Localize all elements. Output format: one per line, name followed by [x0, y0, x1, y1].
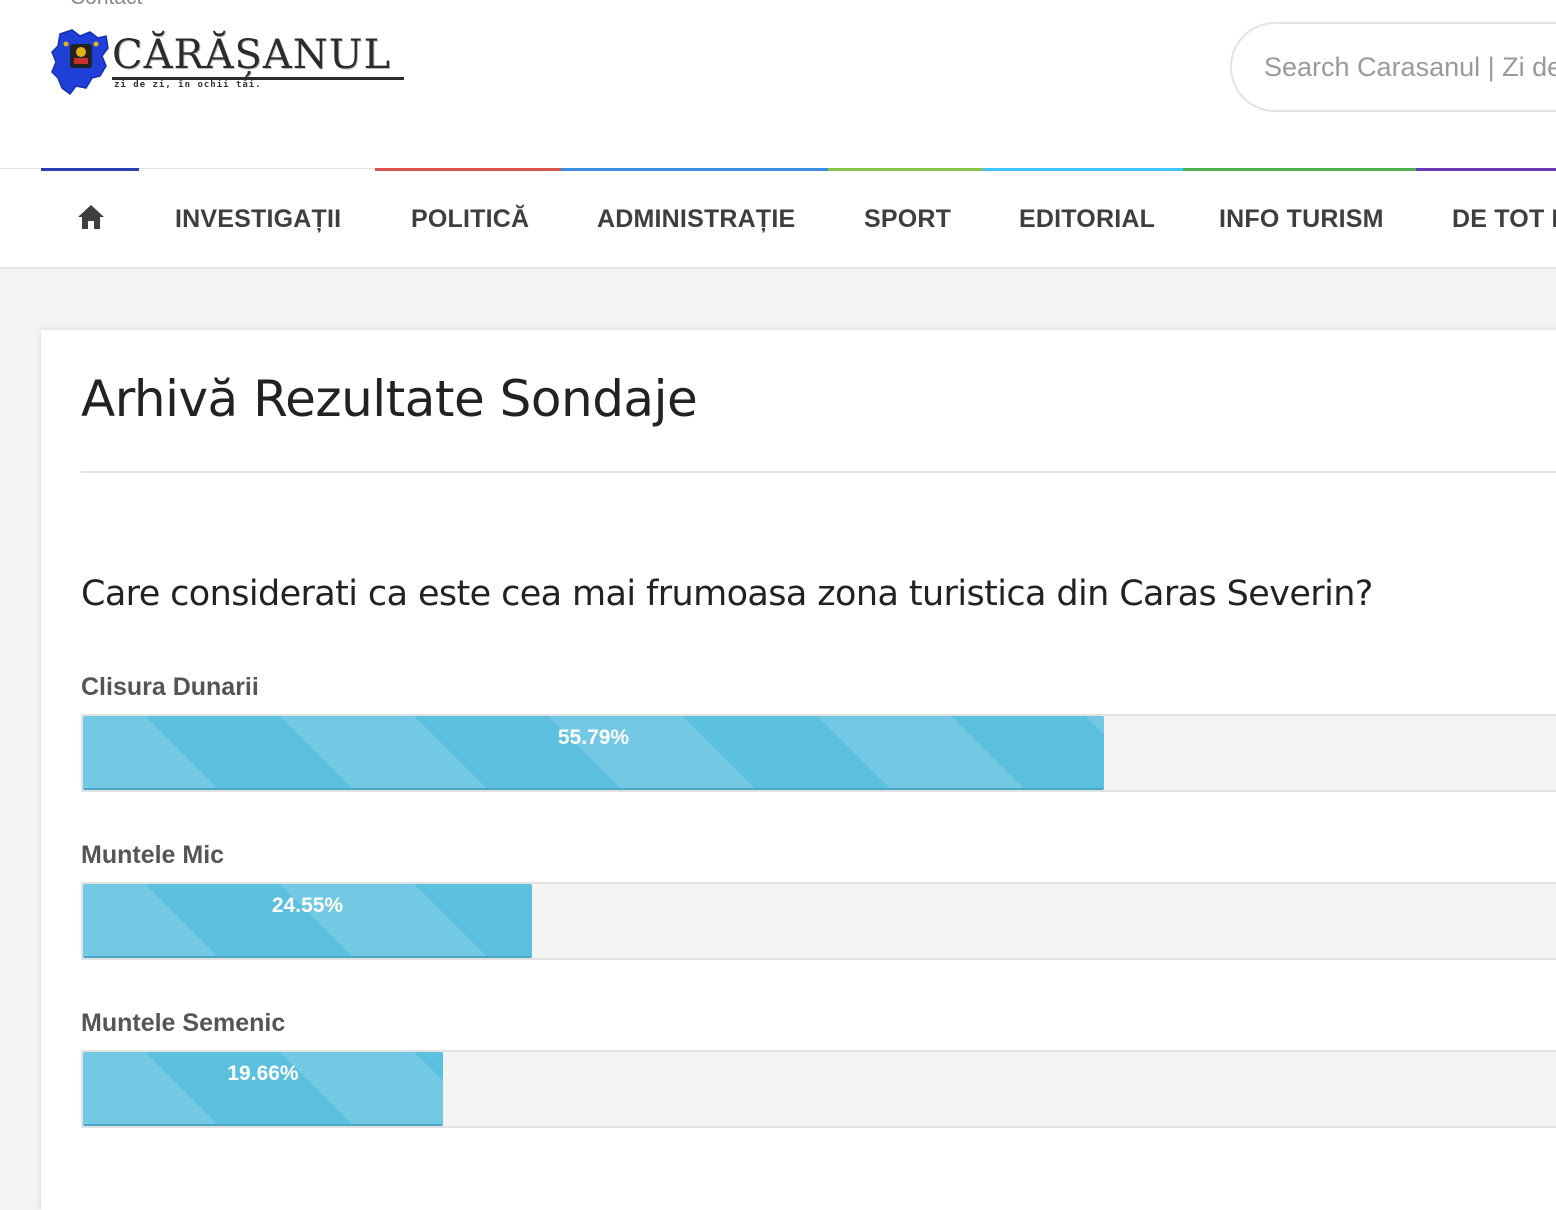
logo-wordmark: CĂRĂȘANUL [112, 32, 392, 78]
logo-tagline: zi de zi, în ochii tăi. [114, 80, 262, 90]
home-icon[interactable] [76, 202, 106, 232]
poll-answer-label: Muntele Mic [81, 841, 225, 869]
poll-result-bar-fill: 19.66% [83, 1052, 443, 1126]
nav-item-politica[interactable]: POLITICĂ [411, 205, 530, 233]
nav-accent-bar-de-tot-felul [1416, 168, 1556, 171]
main-navigation: INVESTIGAȚII POLITICĂ ADMINISTRAȚIE SPOR… [0, 168, 1556, 269]
nav-item-administratie[interactable]: ADMINISTRAȚIE [597, 205, 796, 233]
search-input[interactable] [1230, 22, 1556, 112]
nav-accent-bar-politica [375, 168, 561, 171]
poll-archive-card: Arhivă Rezultate Sondaje Care considerat… [41, 330, 1556, 1210]
county-map-logo-icon [51, 29, 109, 96]
site-logo[interactable]: CĂRĂȘANUL zi de zi, în ochii tăi. [50, 26, 420, 106]
nav-accent-bar-editorial [983, 168, 1183, 171]
poll-result-percent: 19.66% [227, 1062, 299, 1085]
nav-accent-bar-sport [828, 168, 983, 171]
nav-item-editorial[interactable]: EDITORIAL [1019, 205, 1156, 233]
poll-result-bar-track: 24.55% [81, 882, 1556, 960]
title-divider [81, 471, 1556, 473]
poll-result-percent: 55.79% [557, 726, 630, 749]
nav-item-investigatii[interactable]: INVESTIGAȚII [175, 205, 342, 233]
poll-answer-label: Muntele Semenic [81, 1009, 286, 1037]
poll-answer-label: Clisura Dunarii [81, 673, 259, 701]
poll-question: Care considerati ca este cea mai frumoas… [81, 574, 1373, 614]
nav-accent-bar-administratie [561, 168, 828, 171]
nav-item-sport[interactable]: SPORT [864, 205, 952, 233]
nav-accent-bar-home [41, 168, 139, 171]
top-contact-link[interactable]: Contact [70, 0, 142, 10]
poll-result-percent: 24.55% [271, 894, 344, 917]
poll-result-bar-fill: 55.79% [83, 716, 1104, 790]
nav-accent-bar-info-turism [1183, 168, 1416, 171]
site-header: Contact CĂRĂȘANUL zi de zi, în ochii tăi… [0, 0, 1556, 168]
nav-item-de-tot-felul[interactable]: DE TOT FELUL [1452, 205, 1556, 233]
logo-underline [112, 77, 404, 80]
poll-result-bar-track: 55.79% [81, 714, 1556, 792]
poll-result-bar-track: 19.66% [81, 1050, 1556, 1128]
nav-item-info-turism[interactable]: INFO TURISM [1219, 205, 1384, 233]
page-title: Arhivă Rezultate Sondaje [81, 370, 698, 428]
poll-result-bar-fill: 24.55% [83, 884, 532, 958]
